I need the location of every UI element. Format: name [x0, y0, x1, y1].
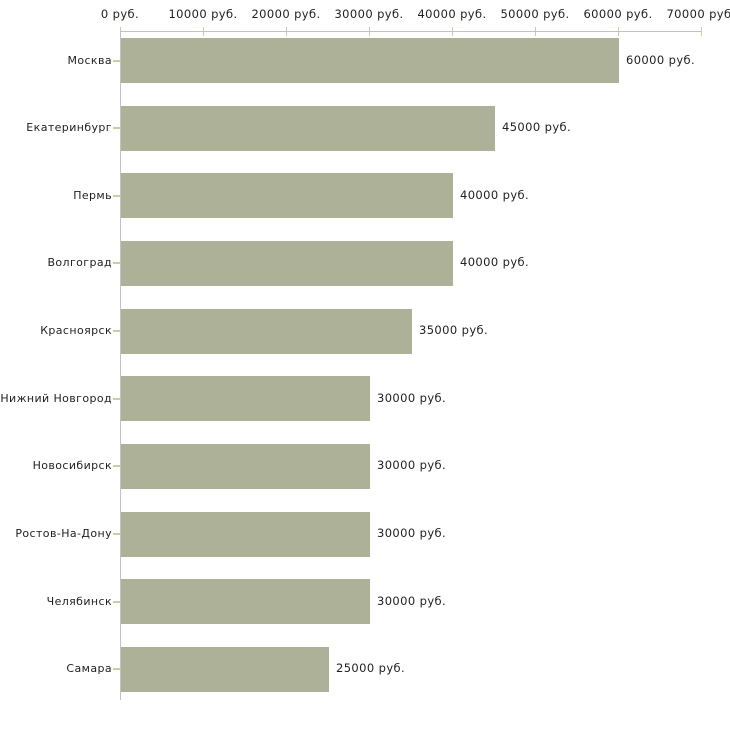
bar-9	[121, 646, 329, 692]
value-label: 30000 руб.	[377, 390, 447, 405]
bar-4	[121, 308, 412, 354]
bar-6	[121, 443, 370, 489]
x-axis-tick-label: 70000 руб.	[666, 7, 730, 21]
category-label: Екатеринбург	[26, 121, 112, 135]
y-axis-tick-mark	[113, 59, 120, 62]
x-axis-tick-label: 0 руб.	[100, 7, 140, 21]
category-label: Новосибирск	[32, 459, 112, 473]
category-label: Нижний Новгород	[0, 391, 112, 405]
value-label: 40000 руб.	[460, 255, 530, 270]
value-label: 40000 руб.	[460, 187, 530, 202]
bar-1	[121, 105, 495, 151]
x-axis-tick-label: 40000 руб.	[417, 7, 487, 21]
category-label: Челябинск	[46, 594, 112, 608]
category-label: Красноярск	[40, 324, 112, 338]
x-axis-tick-label: 30000 руб.	[334, 7, 404, 21]
category-label: Москва	[67, 53, 112, 67]
bar-0	[121, 38, 619, 83]
x-axis-line	[120, 31, 702, 32]
value-label: 30000 руб.	[377, 526, 447, 541]
category-label: Пермь	[73, 188, 112, 202]
value-label: 35000 руб.	[419, 323, 489, 338]
y-axis-tick-mark	[113, 465, 120, 468]
y-axis-tick-mark	[113, 194, 120, 197]
value-label: 45000 руб.	[502, 120, 572, 135]
y-axis-line	[120, 31, 121, 700]
category-label: Ростов-На-Дону	[15, 527, 112, 541]
bar-5	[121, 376, 370, 422]
bar-7	[121, 511, 370, 557]
value-label: 30000 руб.	[377, 593, 447, 608]
bar-2	[121, 173, 453, 219]
y-axis-tick-mark	[113, 127, 120, 130]
y-axis-tick-mark	[113, 330, 120, 333]
y-axis-tick-mark	[113, 600, 120, 603]
value-label: 30000 руб.	[377, 458, 447, 473]
y-axis-tick-mark	[113, 397, 120, 400]
bar-8	[121, 579, 370, 625]
y-axis-tick-mark	[113, 262, 120, 265]
x-axis-tick-label: 60000 руб.	[583, 7, 653, 21]
value-label: 60000 руб.	[626, 52, 696, 67]
x-axis-tick-label: 20000 руб.	[251, 7, 321, 21]
x-axis-tick-label: 10000 руб.	[168, 7, 238, 21]
y-axis-tick-mark	[113, 668, 120, 671]
y-axis-tick-mark	[113, 533, 120, 536]
category-label: Волгоград	[47, 256, 112, 270]
category-label: Самара	[66, 662, 112, 676]
x-axis-tick-label: 50000 руб.	[500, 7, 570, 21]
value-label: 25000 руб.	[336, 661, 406, 676]
bar-3	[121, 240, 453, 286]
